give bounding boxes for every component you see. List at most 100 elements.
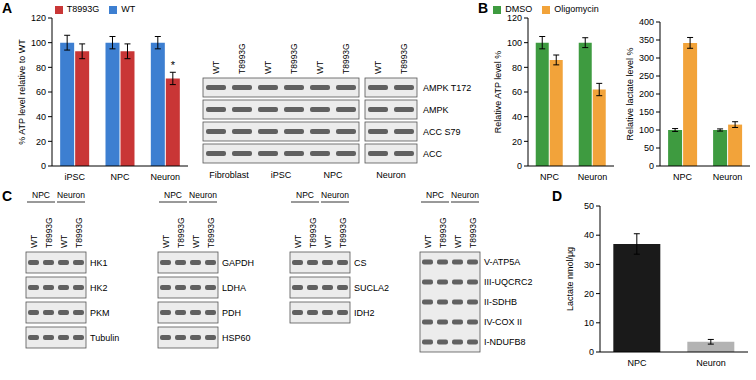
svg-text:0: 0 bbox=[41, 161, 46, 171]
svg-text:WT: WT bbox=[293, 235, 303, 248]
svg-text:T8993G: T8993G bbox=[468, 217, 478, 248]
svg-text:% ATP level relative to WT: % ATP level relative to WT bbox=[17, 39, 27, 145]
svg-text:Neuron: Neuron bbox=[451, 190, 479, 200]
svg-text:350: 350 bbox=[639, 35, 654, 45]
svg-text:WT: WT bbox=[423, 235, 433, 248]
svg-text:30: 30 bbox=[584, 260, 594, 270]
svg-text:T8993G: T8993G bbox=[399, 43, 409, 74]
svg-text:HSP60: HSP60 bbox=[222, 333, 251, 343]
svg-text:120: 120 bbox=[507, 13, 522, 23]
svg-text:WT: WT bbox=[315, 61, 325, 74]
svg-text:Relative ATP level %: Relative ATP level % bbox=[493, 51, 503, 134]
svg-text:ACC S79: ACC S79 bbox=[423, 127, 461, 137]
svg-text:20: 20 bbox=[584, 289, 594, 299]
svg-text:WT: WT bbox=[211, 61, 221, 74]
svg-text:Neuron: Neuron bbox=[189, 190, 217, 200]
svg-text:Neuron: Neuron bbox=[578, 172, 608, 182]
svg-text:250: 250 bbox=[639, 71, 654, 81]
svg-text:T8993G: T8993G bbox=[289, 43, 299, 74]
svg-text:WT: WT bbox=[191, 235, 201, 248]
svg-text:T8993G: T8993G bbox=[44, 217, 54, 248]
svg-text:40: 40 bbox=[584, 230, 594, 240]
svg-text:NPC: NPC bbox=[673, 172, 693, 182]
svg-text:T8993G: T8993G bbox=[237, 43, 247, 74]
svg-text:100: 100 bbox=[507, 38, 522, 48]
svg-text:SUCLA2: SUCLA2 bbox=[354, 283, 389, 293]
svg-text:I-NDUFB8: I-NDUFB8 bbox=[484, 337, 526, 347]
svg-text:50: 50 bbox=[644, 143, 654, 153]
svg-text:200: 200 bbox=[639, 89, 654, 99]
svg-text:NPC: NPC bbox=[627, 358, 647, 368]
svg-text:0: 0 bbox=[589, 347, 594, 357]
svg-text:HK1: HK1 bbox=[90, 258, 108, 268]
svg-text:PDH: PDH bbox=[222, 308, 241, 318]
svg-text:WT: WT bbox=[29, 235, 39, 248]
svg-text:Neuron: Neuron bbox=[151, 172, 181, 182]
svg-text:WT: WT bbox=[161, 235, 171, 248]
svg-text:NPC: NPC bbox=[296, 190, 314, 200]
svg-text:20: 20 bbox=[36, 137, 46, 147]
svg-text:40: 40 bbox=[36, 112, 46, 122]
svg-text:iPSC: iPSC bbox=[64, 172, 85, 182]
svg-text:20: 20 bbox=[512, 137, 522, 147]
svg-text:WT: WT bbox=[263, 61, 273, 74]
svg-text:T8993G: T8993G bbox=[176, 217, 186, 248]
svg-text:Fibroblast: Fibroblast bbox=[209, 170, 249, 180]
svg-text:80: 80 bbox=[512, 63, 522, 73]
svg-text:40: 40 bbox=[512, 112, 522, 122]
svg-text:Neuron: Neuron bbox=[321, 190, 349, 200]
svg-text:II-SDHB: II-SDHB bbox=[484, 297, 517, 307]
svg-text:Neuron: Neuron bbox=[696, 358, 726, 368]
svg-text:Relative lactate level %: Relative lactate level % bbox=[625, 47, 635, 140]
svg-text:T8993G: T8993G bbox=[338, 217, 348, 248]
svg-text:AMPK T172: AMPK T172 bbox=[423, 83, 471, 93]
svg-text:AMPK: AMPK bbox=[423, 105, 449, 115]
svg-text:T8993G: T8993G bbox=[206, 217, 216, 248]
svg-text:50: 50 bbox=[584, 201, 594, 211]
svg-text:GAPDH: GAPDH bbox=[222, 258, 254, 268]
svg-text:WT: WT bbox=[373, 61, 383, 74]
svg-text:100: 100 bbox=[639, 125, 654, 135]
svg-text:0: 0 bbox=[517, 161, 522, 171]
svg-text:WT: WT bbox=[323, 235, 333, 248]
svg-text:iPSC: iPSC bbox=[271, 170, 292, 180]
svg-text:III-UQCRC2: III-UQCRC2 bbox=[484, 277, 533, 287]
svg-text:100: 100 bbox=[31, 38, 46, 48]
svg-text:120: 120 bbox=[31, 13, 46, 23]
svg-text:IV-COX II: IV-COX II bbox=[484, 317, 522, 327]
svg-text:*: * bbox=[171, 59, 176, 71]
svg-text:Neuron: Neuron bbox=[713, 172, 743, 182]
svg-text:HK2: HK2 bbox=[90, 283, 108, 293]
svg-text:T8993G: T8993G bbox=[308, 217, 318, 248]
svg-text:Neuron: Neuron bbox=[376, 170, 406, 180]
svg-text:CS: CS bbox=[354, 258, 367, 268]
svg-text:T8993G: T8993G bbox=[438, 217, 448, 248]
svg-text:Lactate nmol/μg: Lactate nmol/μg bbox=[565, 247, 575, 311]
svg-text:Neuron: Neuron bbox=[57, 190, 85, 200]
svg-text:ACC: ACC bbox=[423, 149, 443, 159]
svg-text:80: 80 bbox=[36, 63, 46, 73]
svg-text:T8993G: T8993G bbox=[74, 217, 84, 248]
svg-text:150: 150 bbox=[639, 107, 654, 117]
svg-text:NPC: NPC bbox=[323, 170, 343, 180]
svg-text:NPC: NPC bbox=[540, 172, 560, 182]
svg-text:NPC: NPC bbox=[110, 172, 130, 182]
svg-text:PKM: PKM bbox=[90, 308, 110, 318]
svg-text:60: 60 bbox=[36, 87, 46, 97]
svg-text:T8993G: T8993G bbox=[341, 43, 351, 74]
svg-text:WT: WT bbox=[453, 235, 463, 248]
svg-text:10: 10 bbox=[584, 318, 594, 328]
svg-text:NPC: NPC bbox=[32, 190, 50, 200]
svg-text:LDHA: LDHA bbox=[222, 283, 246, 293]
svg-text:IDH2: IDH2 bbox=[354, 308, 375, 318]
svg-text:300: 300 bbox=[639, 53, 654, 63]
svg-text:0: 0 bbox=[649, 161, 654, 171]
svg-text:V-ATP5A: V-ATP5A bbox=[484, 257, 520, 267]
html-text:A: A bbox=[2, 0, 13, 16]
svg-text:NPC: NPC bbox=[426, 190, 444, 200]
svg-text:WT: WT bbox=[59, 235, 69, 248]
svg-text:400: 400 bbox=[639, 17, 654, 27]
svg-text:NPC: NPC bbox=[164, 190, 182, 200]
svg-text:Tubulin: Tubulin bbox=[90, 333, 119, 343]
svg-text:60: 60 bbox=[512, 87, 522, 97]
